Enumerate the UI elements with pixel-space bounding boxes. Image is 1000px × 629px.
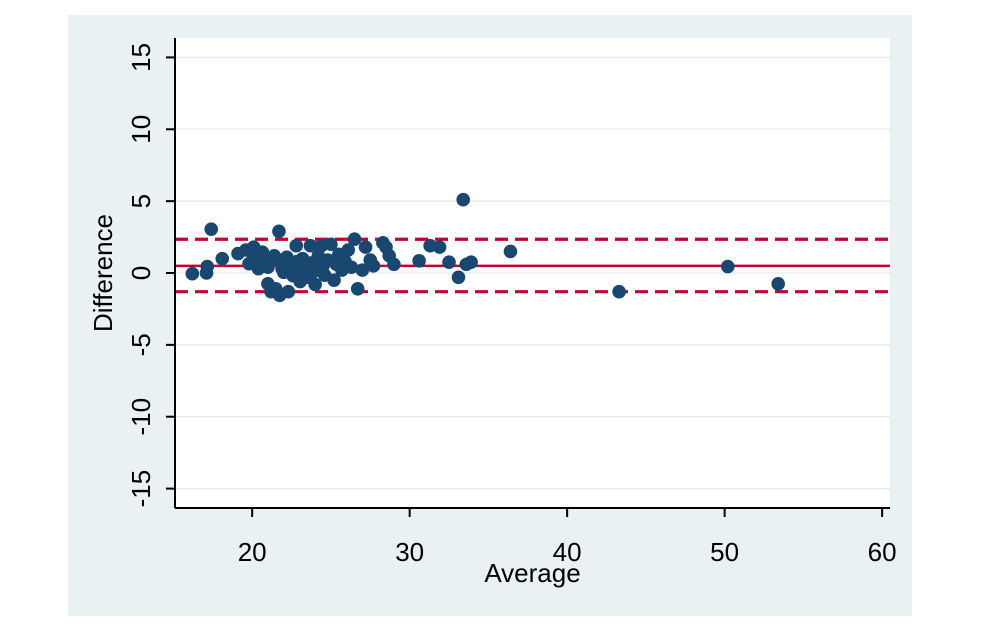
scatter-point: [324, 237, 338, 252]
scatter-point: [215, 251, 230, 266]
scatter-point: [344, 260, 359, 275]
scatter-point: [281, 284, 296, 299]
x-tick-label: 50: [710, 537, 739, 567]
y-tick-label: -15: [126, 470, 156, 508]
scatter-point: [432, 240, 447, 254]
scatter-point: [199, 266, 214, 280]
scatter-point: [612, 284, 626, 299]
scatter-point: [185, 266, 200, 281]
scatter-point: [308, 277, 322, 292]
scatter-point: [355, 263, 370, 277]
x-tick-label: 30: [395, 537, 424, 567]
scatter-point: [204, 222, 219, 236]
x-tick-label: 60: [868, 537, 897, 567]
scatter-point: [358, 240, 373, 254]
scatter-point: [456, 192, 471, 207]
scatter-point: [327, 273, 341, 287]
scatter-point: [341, 243, 356, 257]
y-tick-label: 15: [126, 43, 156, 72]
y-axis-title: Difference: [88, 214, 118, 332]
x-axis-title: Average: [484, 558, 580, 588]
y-tick-label: -10: [126, 398, 156, 436]
x-tick-label: 40: [553, 537, 582, 567]
scatter-point: [289, 238, 304, 253]
y-tick-label: 0: [126, 266, 156, 280]
scatter-point: [464, 255, 478, 270]
y-tick-label: 5: [126, 194, 156, 208]
scatter-point: [771, 276, 785, 291]
scatter-point: [255, 245, 270, 259]
scatter-points: [185, 192, 785, 303]
scatter-point: [720, 259, 735, 274]
x-tick-label: 20: [238, 537, 267, 567]
y-gridlines: [175, 56, 890, 490]
scatter-point: [387, 257, 401, 272]
scatter-point: [347, 232, 362, 247]
scatter-point: [442, 255, 456, 270]
scatter-point: [350, 282, 365, 296]
y-tick-label: -5: [126, 333, 156, 356]
scatter-point: [261, 260, 275, 275]
scatter-point: [366, 259, 381, 273]
scatter-point: [451, 270, 466, 285]
y-tick-label: 10: [126, 115, 156, 144]
scatter-point: [303, 238, 318, 253]
scatter-point: [503, 244, 518, 259]
scatter-point: [272, 224, 286, 239]
scatter-point: [412, 253, 426, 268]
